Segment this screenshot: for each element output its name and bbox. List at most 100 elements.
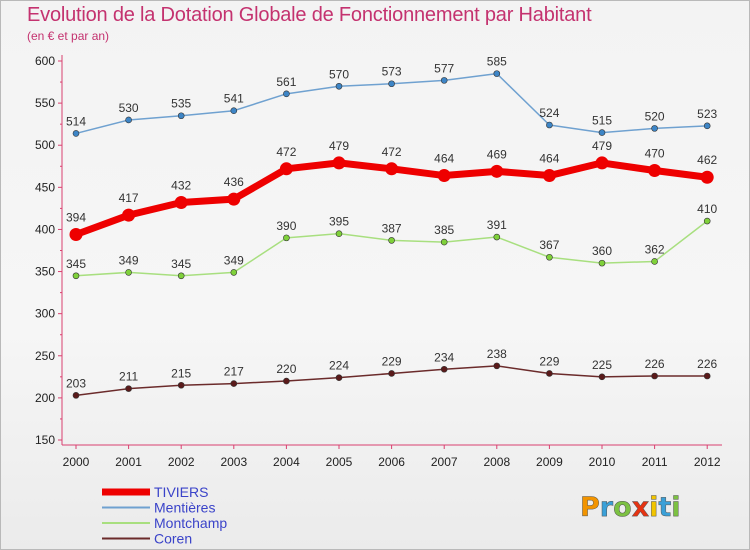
data-label-mentieres: 573 [382, 65, 402, 79]
data-point-mentieres [703, 122, 711, 130]
y-tick-label: 300 [35, 307, 55, 321]
data-point-coren [335, 374, 343, 381]
data-point-mentieres [651, 125, 658, 132]
x-tick-label: 2005 [326, 455, 353, 469]
data-point-mentieres [125, 116, 132, 124]
data-label-coren: 211 [119, 370, 138, 384]
data-point-mentieres [546, 121, 553, 129]
data-label-coren: 229 [382, 354, 402, 368]
data-point-tiviers [595, 156, 609, 170]
x-tick-label: 2006 [378, 455, 405, 469]
data-label-montchamp: 360 [592, 244, 612, 258]
x-tick-label: 2011 [642, 455, 668, 469]
logo-letter: x [632, 492, 649, 523]
logo-letter: P [580, 492, 600, 523]
data-point-coren [72, 392, 80, 399]
y-tick-label: 550 [35, 96, 55, 110]
data-label-tiviers: 436 [224, 175, 244, 189]
data-point-tiviers [122, 208, 136, 222]
data-point-mentieres [493, 70, 501, 77]
data-label-mentieres: 585 [487, 55, 507, 69]
data-label-mentieres: 570 [329, 67, 349, 81]
data-point-mentieres [230, 107, 238, 114]
legend-label: Mentières [154, 500, 215, 516]
data-point-mentieres [598, 129, 606, 136]
data-label-tiviers: 469 [487, 147, 507, 161]
data-label-montchamp: 345 [66, 257, 86, 271]
y-tick-label: 450 [35, 180, 55, 194]
data-point-coren [388, 370, 395, 377]
data-label-coren: 224 [329, 359, 349, 373]
data-label-mentieres: 514 [66, 114, 86, 128]
data-label-tiviers: 479 [329, 139, 349, 153]
data-point-tiviers [385, 162, 399, 176]
data-label-mentieres: 535 [171, 97, 191, 111]
data-label-mentieres: 577 [434, 61, 454, 75]
data-label-montchamp: 387 [382, 221, 402, 235]
data-label-montchamp: 410 [697, 202, 717, 216]
data-label-montchamp: 345 [171, 257, 191, 271]
data-label-montchamp: 390 [276, 219, 296, 233]
data-point-mentieres [335, 82, 343, 90]
data-point-tiviers [332, 156, 346, 170]
data-label-coren: 215 [171, 366, 191, 380]
data-point-montchamp [440, 238, 448, 246]
data-label-montchamp: 385 [434, 223, 454, 237]
y-tick-label: 400 [35, 222, 55, 236]
data-label-mentieres: 561 [276, 75, 296, 89]
data-point-coren [230, 380, 238, 387]
data-label-mentieres: 530 [119, 101, 139, 115]
x-tick-label: 2004 [273, 455, 300, 469]
data-point-montchamp [651, 258, 658, 265]
data-label-tiviers: 464 [539, 152, 559, 166]
logo-letter: o [613, 492, 632, 523]
data-label-coren: 238 [487, 347, 507, 361]
data-label-montchamp: 367 [539, 238, 559, 252]
data-point-montchamp [72, 272, 80, 280]
data-point-coren [440, 365, 448, 373]
y-tick-label: 500 [35, 138, 55, 152]
data-label-coren: 225 [592, 358, 612, 372]
data-label-mentieres: 520 [645, 109, 665, 123]
data-point-coren [493, 362, 501, 370]
data-point-mentieres [72, 130, 80, 137]
data-point-montchamp [283, 234, 290, 242]
logo-letter: i [649, 492, 658, 523]
logo-letter: i [671, 492, 680, 523]
data-point-montchamp [230, 269, 238, 276]
data-point-mentieres [388, 80, 395, 88]
data-point-tiviers [437, 169, 451, 183]
data-point-tiviers [490, 164, 504, 178]
data-label-coren: 226 [645, 357, 665, 371]
data-point-tiviers [69, 227, 83, 241]
data-point-tiviers [700, 170, 714, 184]
data-point-montchamp [493, 233, 501, 241]
data-label-coren: 203 [66, 376, 86, 390]
data-point-coren [651, 372, 658, 380]
data-label-tiviers: 417 [119, 191, 139, 205]
legend-label: TIVIERS [154, 484, 208, 500]
data-point-mentieres [177, 112, 185, 120]
x-tick-label: 2010 [589, 455, 616, 469]
x-tick-label: 2009 [536, 455, 563, 469]
data-label-tiviers: 464 [434, 152, 454, 166]
x-tick-label: 2000 [63, 455, 90, 469]
chart-subtitle: (en € et par an) [27, 29, 110, 43]
data-label-montchamp: 395 [329, 215, 349, 229]
legend-label: Montchamp [154, 515, 227, 531]
series-layer [69, 70, 714, 399]
data-label-tiviers: 462 [697, 153, 717, 167]
data-point-coren [546, 370, 553, 377]
data-labels: 514 530 535 541 561 570 573 577 585 524 515 520 523 3… [66, 55, 718, 391]
data-point-tiviers [648, 163, 662, 177]
data-label-coren: 220 [276, 362, 296, 376]
data-label-tiviers: 472 [276, 145, 296, 159]
data-point-coren [125, 385, 132, 392]
data-point-montchamp [125, 269, 132, 276]
data-label-coren: 226 [697, 357, 717, 371]
y-tick-label: 600 [35, 54, 55, 68]
data-label-tiviers: 479 [592, 139, 612, 153]
data-label-mentieres: 523 [697, 107, 717, 121]
